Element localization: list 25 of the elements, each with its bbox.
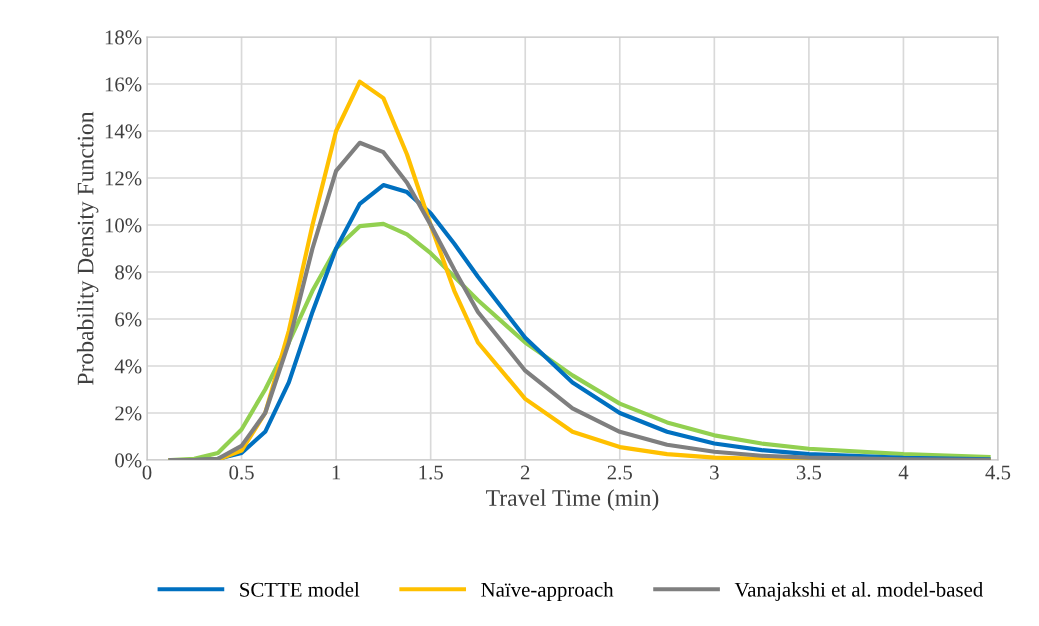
- y-tick-label: 0%: [115, 453, 142, 468]
- x-tick-label: 3.5: [796, 465, 822, 480]
- y-tick-label: 16%: [105, 77, 142, 92]
- y-tick-label: 4%: [114, 359, 142, 374]
- x-tick-label: 2.5: [607, 465, 632, 480]
- y-axis-title: Probability Density Function: [76, 111, 99, 385]
- x-tick-label: 1.5: [419, 465, 443, 480]
- y-tick-label: 14%: [105, 124, 142, 139]
- x-tick-label: 1: [332, 465, 341, 480]
- x-axis-title: Travel Time (min): [486, 489, 659, 511]
- legend-label: Vanajakshi et al. model-based: [734, 582, 983, 601]
- y-tick-label: 12%: [105, 171, 142, 186]
- x-tick-label: 0: [142, 465, 152, 480]
- x-tick-label: 2: [520, 465, 530, 480]
- y-tick-label: 10%: [105, 218, 142, 233]
- legend-label: Naïve-approach: [481, 582, 614, 601]
- x-tick-label: 0.5: [229, 465, 254, 480]
- legend-label: SCTTE model: [240, 582, 360, 597]
- y-tick-label: 18%: [105, 30, 142, 45]
- y-tick-label: 6%: [115, 312, 142, 327]
- y-tick-label: 2%: [115, 406, 142, 421]
- x-tick-label: 4: [898, 465, 909, 480]
- x-tick-label: 4.5: [985, 465, 1011, 480]
- x-tick-label: 3: [710, 465, 719, 480]
- y-tick-label: 8%: [115, 265, 142, 280]
